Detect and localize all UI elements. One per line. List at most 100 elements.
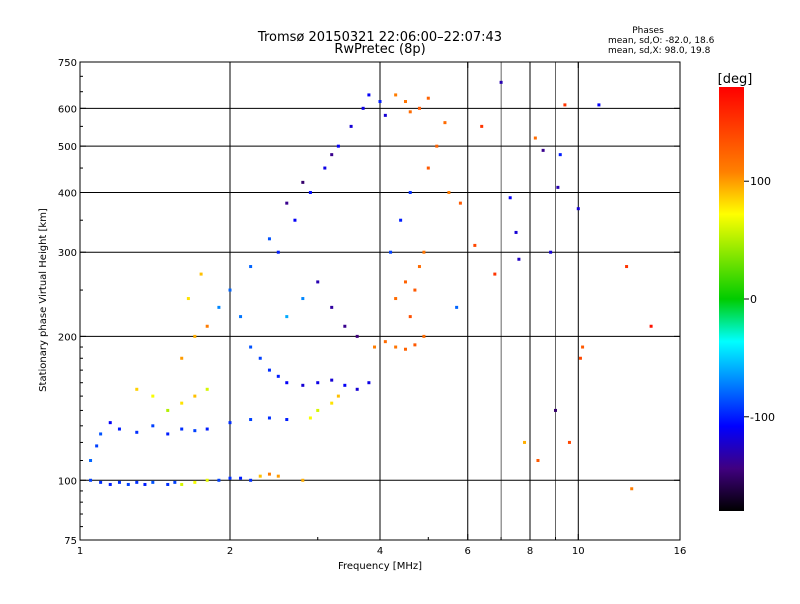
scatter-points [89,80,653,491]
data-point [126,482,130,486]
y-tick-label: 300 [58,248,77,259]
data-point [558,153,562,157]
data-point [480,124,484,128]
y-tick-label: 200 [58,332,77,343]
data-point [293,218,297,222]
data-point [135,387,139,391]
data-point [443,121,447,125]
data-point [422,250,426,254]
data-point [258,474,262,478]
data-point [383,340,387,344]
data-point [249,418,253,422]
phase-stats-x: mean, sd,X: 98.0, 19.8 [608,46,711,56]
data-point [426,96,430,100]
data-point [108,421,112,425]
data-point [316,381,320,385]
x-axis-ticks: 1 2 4 6 8 10 16 [77,62,686,557]
data-point [89,458,93,462]
data-point [367,93,371,97]
data-point [578,356,582,360]
data-point [285,418,289,422]
data-point [413,343,417,347]
data-point [630,487,634,491]
chart-title-line2: RwPretec (8p) [334,42,425,57]
data-point [258,356,262,360]
y-tick-label: 500 [58,142,77,153]
x-tick-label: 8 [527,546,533,557]
data-point [649,324,653,328]
x-axis-label: Frequency [MHz] [338,561,422,572]
data-point [285,381,289,385]
data-point [349,124,353,128]
data-point [336,144,340,148]
data-point [301,383,305,387]
data-point [228,476,232,480]
y-tick-label: 600 [58,104,77,115]
data-point [267,472,271,476]
data-point [99,480,103,484]
data-point [422,334,426,338]
data-point [553,408,557,412]
data-point [581,345,585,349]
data-point [394,297,398,301]
data-point [408,315,412,319]
colorbar-tick-label: 100 [750,175,771,188]
data-point [373,345,377,349]
data-point [276,374,280,378]
data-point [508,196,512,200]
data-point [355,387,359,391]
data-point [403,100,407,104]
y-axis-label: Stationary phase Virtual Height [km] [38,208,49,392]
data-point [308,416,312,420]
data-point [458,201,462,205]
data-point [541,148,545,152]
data-point [267,237,271,241]
data-point [217,478,221,482]
phase-stats-o: mean, sd,O: -82.0, 18.6 [608,36,715,46]
data-point [343,324,347,328]
data-point [166,408,170,412]
data-point [523,440,527,444]
data-point [239,315,243,319]
phase-heading: Phases [632,26,664,36]
data-point [517,257,521,261]
data-point [383,113,387,117]
data-point [205,427,209,431]
data-point [151,480,155,484]
y-axis-ticks: 75 100 200 300 400 500 600 750 [58,58,680,547]
data-point [249,345,253,349]
colorbar-tick-label: 0 [750,293,757,306]
data-point [166,432,170,436]
data-point [276,474,280,478]
data-point [435,144,439,148]
data-point [151,394,155,398]
data-point [135,430,139,434]
data-point [108,482,112,486]
data-point [399,218,403,222]
data-point [117,480,121,484]
data-point [389,250,393,254]
data-point [625,265,629,269]
data-point [117,427,121,431]
data-point [343,383,347,387]
data-point [180,427,184,431]
chart-title-line1: Tromsø 20150321 22:06:00–22:07:43 [257,30,502,45]
data-point [99,432,103,436]
data-point [403,280,407,284]
data-point [563,103,567,107]
y-tick-label: 75 [64,536,77,547]
data-point [403,347,407,351]
data-point [267,368,271,372]
data-point [316,280,320,284]
data-point [249,265,253,269]
data-point [549,250,553,254]
data-point [135,480,139,484]
data-point [336,394,340,398]
data-point [533,136,537,140]
data-point [180,401,184,405]
data-point [426,166,430,170]
data-point [205,387,209,391]
data-point [367,381,371,385]
data-point [285,201,289,205]
